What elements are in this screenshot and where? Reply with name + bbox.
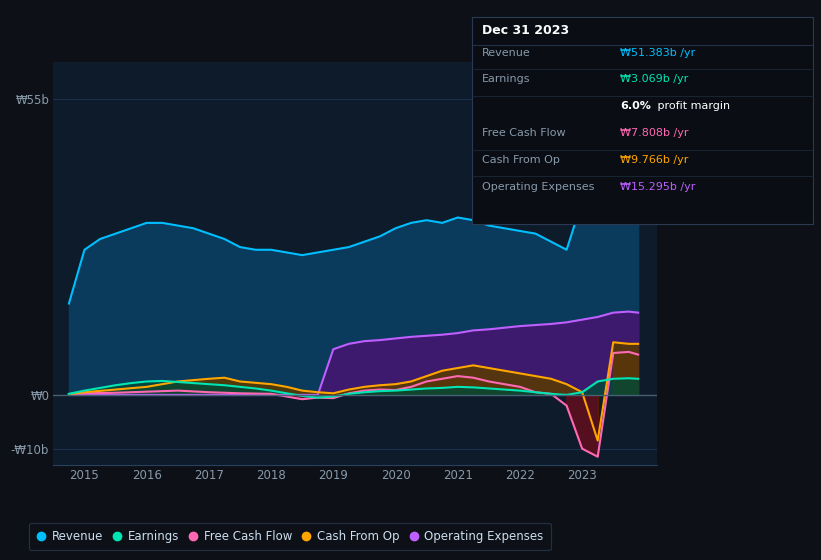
Text: Revenue: Revenue — [482, 48, 530, 58]
Text: ₩7.808b /yr: ₩7.808b /yr — [620, 128, 688, 138]
Text: ₩3.069b /yr: ₩3.069b /yr — [620, 74, 688, 85]
Text: Earnings: Earnings — [482, 74, 530, 85]
Text: 6.0%: 6.0% — [620, 101, 651, 111]
Text: Free Cash Flow: Free Cash Flow — [482, 128, 566, 138]
Text: Operating Expenses: Operating Expenses — [482, 182, 594, 192]
Text: ₩15.295b /yr: ₩15.295b /yr — [620, 182, 695, 192]
Legend: Revenue, Earnings, Free Cash Flow, Cash From Op, Operating Expenses: Revenue, Earnings, Free Cash Flow, Cash … — [29, 523, 551, 550]
Text: profit margin: profit margin — [654, 101, 731, 111]
Text: ₩51.383b /yr: ₩51.383b /yr — [620, 48, 695, 58]
Text: Dec 31 2023: Dec 31 2023 — [482, 24, 569, 36]
Text: Cash From Op: Cash From Op — [482, 155, 560, 165]
Text: ₩9.766b /yr: ₩9.766b /yr — [620, 155, 688, 165]
